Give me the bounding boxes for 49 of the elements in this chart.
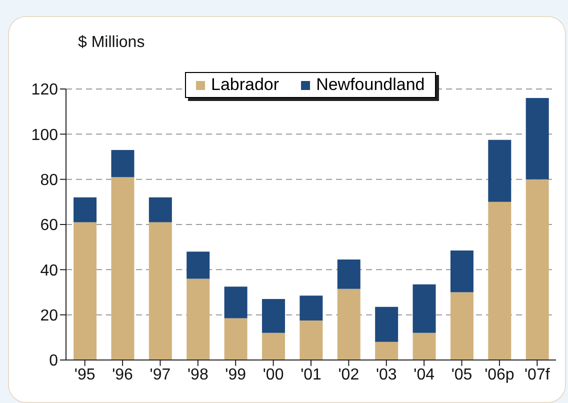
bar [148, 222, 172, 360]
bar [224, 318, 248, 360]
y-tick-label: 80 [40, 172, 58, 190]
x-tick-label: '05 [451, 366, 472, 384]
x-tick-label: '06p [484, 366, 514, 384]
bar [186, 252, 210, 279]
x-tick-label: '99 [225, 366, 246, 384]
legend-label: Labrador [211, 75, 280, 95]
y-tick-label: 40 [40, 262, 58, 280]
bar [300, 320, 323, 360]
bar [111, 150, 134, 178]
bar [526, 179, 549, 360]
bar [262, 332, 285, 360]
legend-label: Newfoundland [316, 75, 425, 95]
x-tick-label: '02 [338, 366, 360, 384]
x-tick-label: '96 [112, 366, 134, 384]
x-tick-label: '97 [150, 366, 171, 384]
bar [488, 202, 512, 360]
y-tick-label: 100 [31, 126, 58, 144]
bar [526, 98, 549, 180]
x-tick-label: '00 [262, 366, 284, 384]
bar [74, 197, 97, 222]
bar [262, 299, 285, 333]
bar [300, 296, 323, 320]
x-tick-label: '03 [376, 366, 397, 384]
bar [375, 342, 398, 360]
y-tick-label: 20 [40, 308, 58, 325]
y-tick-label: 120 [31, 82, 58, 99]
bar [148, 197, 172, 222]
bar [412, 332, 436, 360]
bar [375, 306, 398, 342]
bar [412, 284, 436, 333]
y-axis-title: $ Millions [78, 34, 145, 52]
x-tick-label: '01 [300, 366, 322, 384]
y-tick-label: 0 [49, 352, 58, 370]
bar [224, 286, 248, 318]
bar [186, 278, 210, 360]
bar [337, 260, 360, 289]
x-tick-label: '95 [74, 366, 96, 384]
bar [488, 140, 512, 202]
x-tick-label: '98 [187, 366, 208, 384]
x-tick-label: '07f [524, 366, 550, 384]
bar [450, 250, 474, 292]
bar [450, 292, 474, 360]
bar [74, 222, 97, 360]
x-tick-label: '04 [414, 366, 435, 384]
bar [111, 177, 134, 360]
bar [337, 288, 360, 360]
y-tick-label: 60 [40, 217, 58, 234]
